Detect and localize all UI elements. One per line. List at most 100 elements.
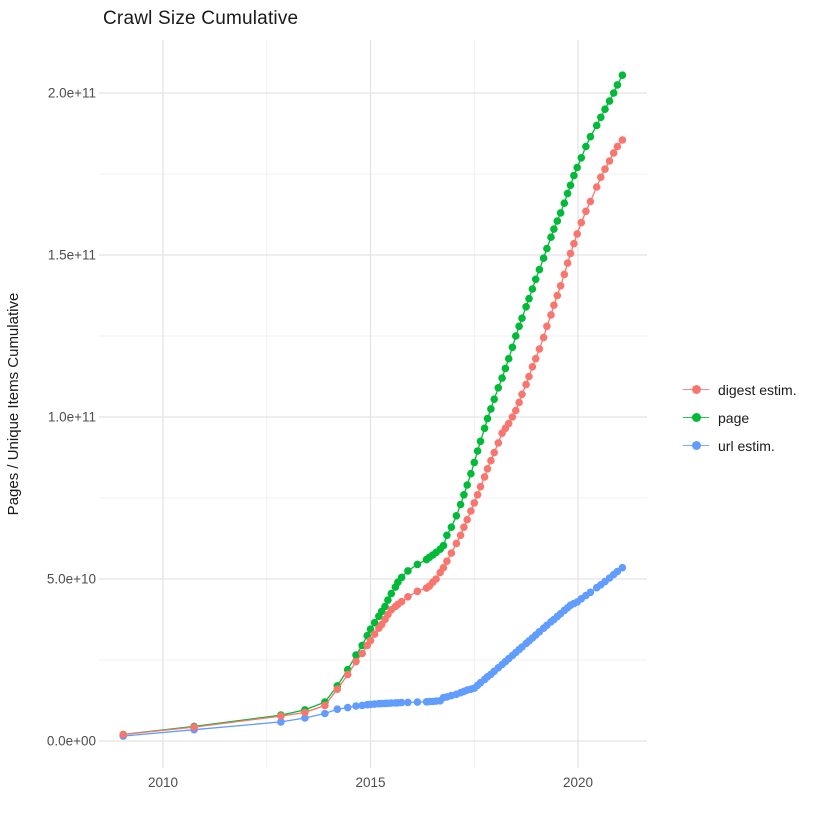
legend-label-page: page [718,409,750,426]
legend-label-url: url estim. [718,437,775,454]
data-point-digest-estim- [452,539,461,548]
data-point-page [387,589,396,598]
data-point-digest-estim- [352,657,360,666]
data-point-page [508,343,517,352]
data-point-page [381,602,389,611]
data-point-digest-estim- [301,708,309,717]
data-point-page [397,573,406,582]
legend-key-page [683,408,709,427]
data-point-page [547,233,555,241]
data-point-page [456,500,465,509]
data-point-page [560,199,569,207]
data-point-page [543,244,551,253]
data-point-page [487,405,495,413]
data-point-digest-estim- [456,531,465,540]
data-point-url-estim- [352,702,360,710]
data-point-page [483,414,492,423]
data-point-page [413,560,422,569]
data-point-url-estim- [301,714,309,722]
data-point-digest-estim- [463,515,472,524]
data-point-url-estim- [321,709,329,718]
data-point-page [582,142,590,151]
y-axis-tick-label: 0.0e+00 [47,734,96,749]
data-point-digest-estim- [404,593,412,601]
data-point-digest-estim- [413,587,422,596]
data-point-url-estim- [586,588,595,597]
data-point-page [490,395,499,404]
data-point-digest-estim- [476,482,485,491]
data-point-url-estim- [413,698,422,706]
data-point-page [470,458,479,467]
data-point-digest-estim- [494,439,503,447]
data-point-page [518,314,526,323]
data-point-page [605,97,614,105]
data-point-page [566,181,575,190]
data-point-digest-estim- [560,270,569,279]
data-point-page [370,618,379,627]
series-line-digest-estim- [123,139,623,736]
chart-title: Crawl Size Cumulative [103,8,299,29]
data-point-page [467,469,475,478]
data-point-digest-estim- [601,165,609,173]
data-point-digest-estim- [508,413,517,421]
data-point-digest-estim- [573,230,581,238]
data-point-digest-estim- [547,311,555,319]
legend-item-page: page [683,408,797,427]
data-point-digest-estim- [543,322,551,331]
data-point-digest-estim- [343,670,352,679]
data-point-digest-estim- [473,491,482,499]
data-point-page [447,523,456,531]
data-point-digest-estim- [432,575,440,583]
data-point-url-estim- [397,698,406,707]
data-point-page [352,651,360,659]
y-axis-tick-label: 5.0e+10 [47,572,96,587]
data-point-digest-estim- [605,157,614,165]
data-point-digest-estim- [518,390,526,399]
data-point-digest-estim- [439,563,448,572]
data-point-digest-estim- [490,448,499,457]
data-point-page [563,189,572,198]
data-point-page [586,132,595,141]
legend-item-url: url estim. [683,436,797,455]
data-point-digest-estim- [577,218,586,227]
data-point-page [618,71,627,79]
legend-item-digest: digest estim. [683,380,797,399]
data-point-page [577,154,586,162]
data-point-digest-estim- [528,363,537,371]
data-point-page [573,163,581,172]
data-point-page [525,294,533,303]
data-point-digest-estim- [467,507,475,515]
data-point-digest-estim- [613,142,622,151]
data-point-digest-estim- [582,207,590,216]
data-point-url-estim- [333,705,342,713]
data-point-digest-estim- [480,473,489,481]
data-point-url-estim- [618,563,627,572]
data-point-page [452,512,461,520]
legend-dot-icon [692,412,701,422]
data-point-digest-estim- [525,372,533,381]
y-axis-tick-label: 1.0e+11 [48,410,96,425]
x-axis-tick-label: 2020 [563,775,593,790]
data-point-digest-estim- [515,398,523,407]
data-point-page [404,567,412,575]
data-point-page [556,209,565,217]
data-point-page [613,81,622,89]
data-point-digest-estim- [366,636,375,645]
data-point-digest-estim- [483,465,492,473]
data-point-digest-estim- [618,136,627,144]
data-point-digest-estim- [470,499,479,507]
data-point-page [504,354,513,363]
data-point-digest-estim- [563,259,572,267]
y-axis-tick-label: 1.5e+11 [48,248,96,263]
data-point-digest-estim- [443,557,451,565]
data-point-page [522,303,530,311]
data-point-digest-estim- [119,730,127,739]
data-point-digest-estim- [609,149,618,157]
data-point-page [476,437,485,446]
data-point-page [539,254,548,262]
legend-key-digest [683,380,709,399]
data-point-page [443,531,451,540]
data-point-page [501,364,510,373]
legend-label-digest: digest estim. [718,381,797,398]
